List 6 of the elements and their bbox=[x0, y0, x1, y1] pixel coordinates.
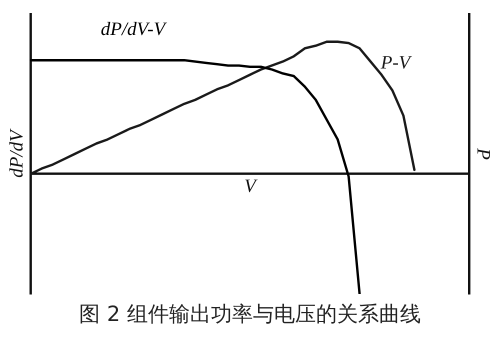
y-axis-title: dP/dV bbox=[6, 128, 28, 178]
y2-axis-title: P bbox=[472, 147, 494, 160]
series-label: dP/dV-V bbox=[100, 19, 168, 40]
x-axis-title: V bbox=[244, 176, 258, 198]
text: 图 2 组件输出功率与电压的关系曲线 bbox=[78, 301, 422, 328]
series-label: P-V bbox=[380, 52, 413, 74]
